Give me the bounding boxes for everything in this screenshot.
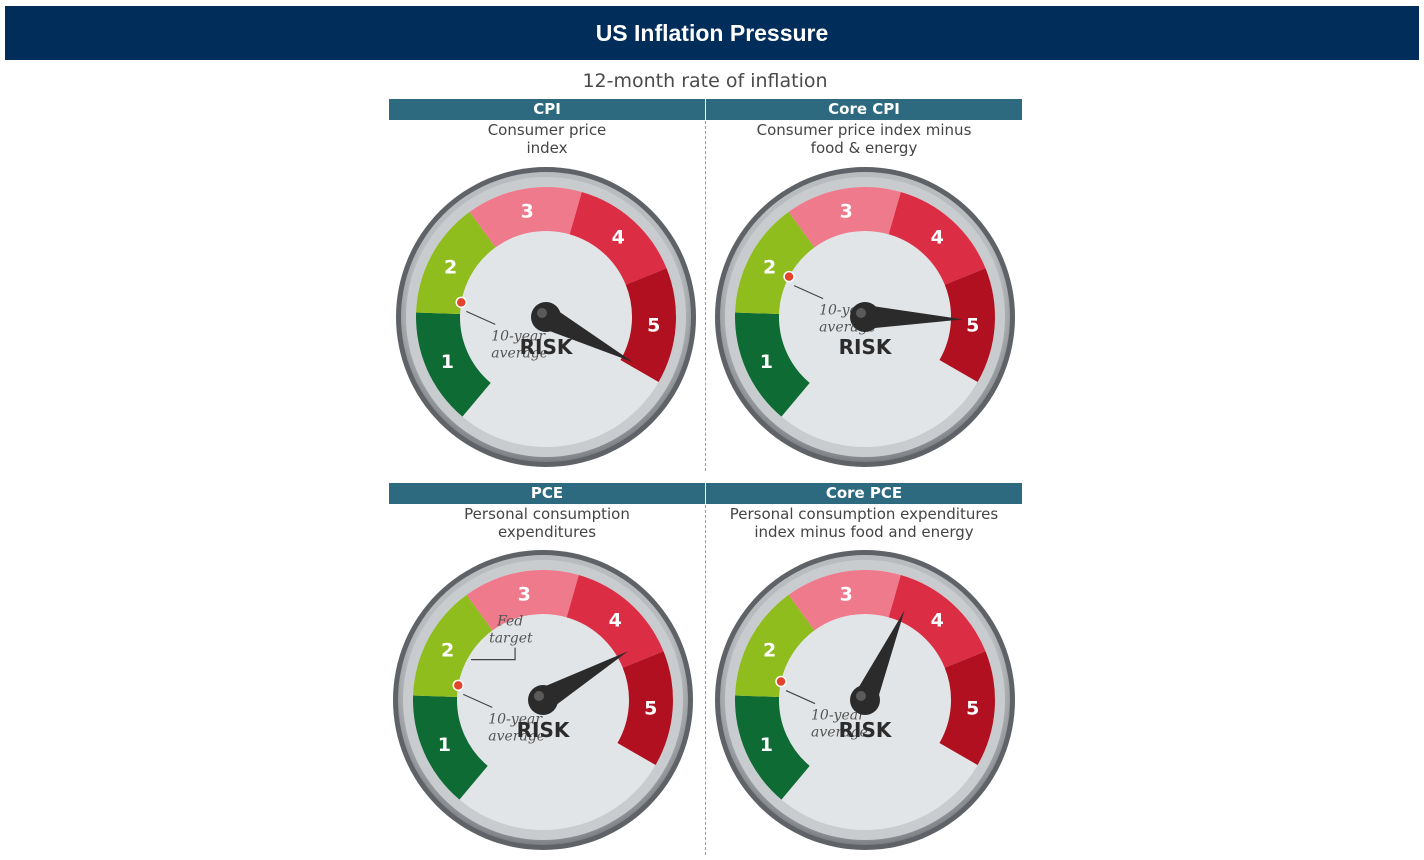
ten-year-arrow (793, 285, 824, 300)
zone-label-5: 5 (966, 698, 979, 720)
zone-label-5: 5 (647, 315, 660, 337)
ten-year-average-label: 10-year average (488, 711, 545, 744)
panel-core-pce: Core PCE Personal consumption expenditur… (706, 483, 1022, 541)
needle-hub-highlight (534, 691, 544, 701)
needle-hub (528, 685, 558, 715)
panel-title: Core PCE (706, 483, 1022, 504)
gauge-zone-3 (788, 187, 901, 248)
gauge-zone-1 (735, 695, 810, 800)
gauge-zone-1 (413, 695, 488, 800)
risk-label: RISK (517, 718, 571, 742)
risk-label: RISK (839, 718, 893, 742)
ten-year-arrow (463, 693, 493, 708)
needle-hub (531, 302, 561, 332)
gauge-needle (864, 305, 963, 329)
risk-label: RISK (520, 335, 574, 359)
zone-label-1: 1 (760, 734, 773, 756)
column-divider-bottom (705, 505, 706, 855)
gauge-zone-1 (735, 312, 810, 417)
fed-target-arrow (471, 647, 516, 661)
zone-label-2: 2 (763, 256, 776, 278)
zone-label-4: 4 (612, 227, 625, 249)
gauge-core-pce: 1 2 3 4 5 10-year average RISK (705, 540, 1025, 860)
page-title-banner: US Inflation Pressure (5, 6, 1419, 60)
ten-year-average-marker (455, 296, 468, 309)
zone-label-2: 2 (763, 639, 776, 661)
zone-label-4: 4 (609, 610, 622, 632)
fed-target-label: Fed target (489, 614, 533, 647)
gauge-zone-2 (416, 211, 496, 314)
gauge-zone-2 (735, 594, 815, 697)
zone-label-4: 4 (931, 610, 944, 632)
panel-title: PCE (389, 483, 705, 504)
panel-cpi: CPI Consumer price index (389, 99, 705, 157)
gauge-zone-5 (939, 268, 995, 382)
needle-hub (850, 685, 880, 715)
zone-label-5: 5 (966, 315, 979, 337)
gauge-needle (854, 610, 905, 705)
column-divider-top (705, 121, 706, 471)
gauge-zone-2 (735, 211, 815, 314)
zone-label-3: 3 (521, 201, 534, 223)
panel-description: Personal consumption expenditures (464, 505, 630, 541)
panel-description: Consumer price index (487, 121, 607, 157)
ten-year-average-marker (775, 675, 787, 688)
zone-label-2: 2 (444, 256, 457, 278)
gauge-dial: 1 2 3 4 5 10-year average Fed target RISK (393, 550, 693, 850)
zone-label-3: 3 (518, 584, 531, 606)
panel-description: Personal consumption expenditures index … (729, 505, 999, 541)
gauge-zone-4 (566, 575, 664, 668)
ten-year-average-marker (452, 679, 465, 692)
zone-label-1: 1 (441, 351, 454, 373)
risk-label: RISK (839, 335, 893, 359)
zone-label-2: 2 (441, 639, 454, 661)
zone-label-3: 3 (840, 584, 853, 606)
needle-hub (850, 302, 880, 332)
needle-hub-highlight (856, 308, 866, 318)
gauge-core-cpi: 1 2 3 4 5 10-year average RISK (705, 157, 1025, 477)
gauge-zone-5 (617, 651, 673, 765)
zone-label-4: 4 (931, 227, 944, 249)
ten-year-average-label: 10-year average (491, 328, 548, 361)
zone-label-1: 1 (438, 734, 451, 756)
panel-description: Consumer price index minus food & energy (756, 121, 972, 157)
gauge-zone-3 (469, 187, 582, 248)
gauge-zone-3 (788, 570, 901, 631)
zone-label-3: 3 (840, 201, 853, 223)
gauge-zone-4 (888, 575, 986, 668)
gauge-zone-3 (466, 570, 579, 631)
gauge-needle (540, 306, 634, 363)
needle-hub-highlight (856, 691, 866, 701)
gauge-pce: 1 2 3 4 5 10-year average Fed target RISK (383, 540, 703, 860)
ten-year-average-label: 10-year average (811, 708, 868, 741)
gauge-zone-1 (416, 312, 491, 417)
chart-subtitle: 12-month rate of inflation (582, 70, 828, 92)
page-title: US Inflation Pressure (595, 19, 829, 46)
gauge-zone-5 (620, 268, 676, 382)
gauge-cpi: 1 2 3 4 5 10-year average RISK (386, 157, 706, 477)
ten-year-arrow (785, 689, 816, 705)
zone-label-1: 1 (760, 351, 773, 373)
gauge-zone-5 (939, 651, 995, 765)
zone-label-5: 5 (644, 698, 657, 720)
panel-pce: PCE Personal consumption expenditures (389, 483, 705, 541)
panel-title: Core CPI (706, 99, 1022, 120)
gauge-zone-4 (569, 192, 667, 285)
needle-hub-highlight (537, 308, 547, 318)
gauge-zone-4 (888, 192, 986, 285)
gauge-needle (537, 651, 629, 711)
panel-core-cpi: Core CPI Consumer price index minus food… (706, 99, 1022, 157)
ten-year-arrow (466, 310, 496, 325)
panel-title: CPI (389, 99, 705, 120)
ten-year-average-marker (783, 270, 795, 283)
gauge-zone-2 (413, 594, 493, 697)
